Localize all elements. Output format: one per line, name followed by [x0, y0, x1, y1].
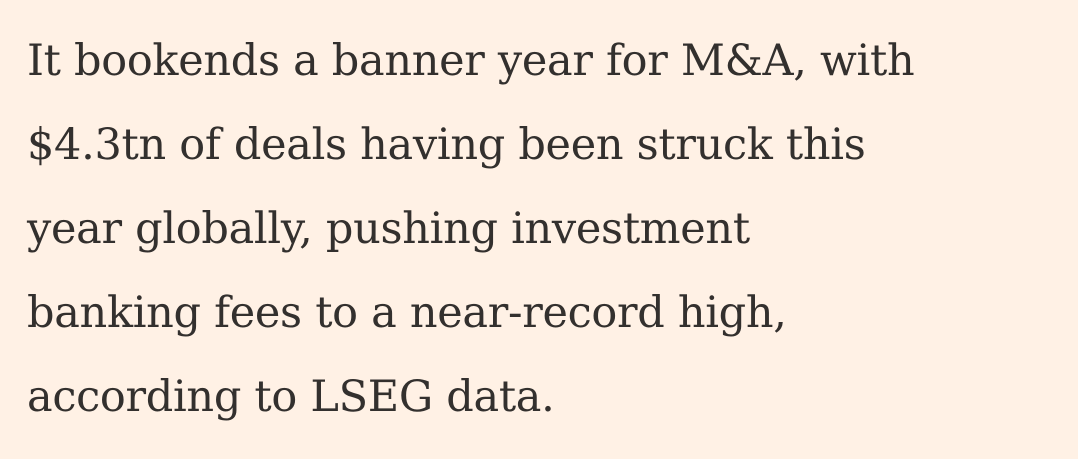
paragraph-line-2: $4.3tn of deals having been struck this: [27, 120, 866, 170]
paragraph-line-5: according to LSEG data.: [27, 372, 555, 422]
paragraph-line-4: banking fees to a near-record high,: [27, 288, 787, 338]
paragraph-line-1: It bookends a banner year for M&A, with: [27, 36, 915, 86]
paragraph-line-3: year globally, pushing investment: [27, 204, 750, 254]
article-paragraph: It bookends a banner year for M&A, with …: [27, 19, 915, 439]
